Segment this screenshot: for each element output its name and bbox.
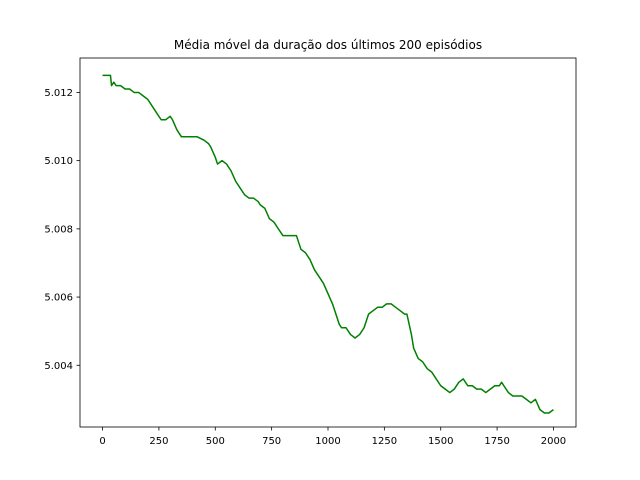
series-line-0 (102, 74, 554, 414)
x-tick-label: 0 (99, 436, 105, 447)
y-tick-label: 5.012 (44, 88, 73, 99)
x-tick-label: 1000 (315, 436, 340, 447)
x-tick-label: 250 (149, 436, 168, 447)
y-tick-label: 5.004 (44, 361, 73, 372)
chart-title: Média móvel da duração dos últimos 200 e… (174, 38, 482, 52)
y-tick-label: 5.008 (44, 224, 73, 235)
x-tick-label: 500 (206, 436, 225, 447)
y-tick-label: 5.006 (44, 293, 73, 304)
x-tick-label: 750 (262, 436, 281, 447)
y-axis: 5.004 5.006 5.008 5.010 5.012 (44, 88, 80, 372)
x-tick-label: 1750 (484, 436, 509, 447)
y-tick-label: 5.010 (44, 156, 73, 167)
x-axis: 0 250 500 750 1000 1250 1500 1750 2000 (99, 427, 566, 447)
x-tick-label: 2000 (541, 436, 566, 447)
plot-frame (79, 57, 577, 428)
x-tick-label: 1500 (428, 436, 453, 447)
plot-area (102, 74, 554, 414)
x-tick-label: 1250 (372, 436, 397, 447)
